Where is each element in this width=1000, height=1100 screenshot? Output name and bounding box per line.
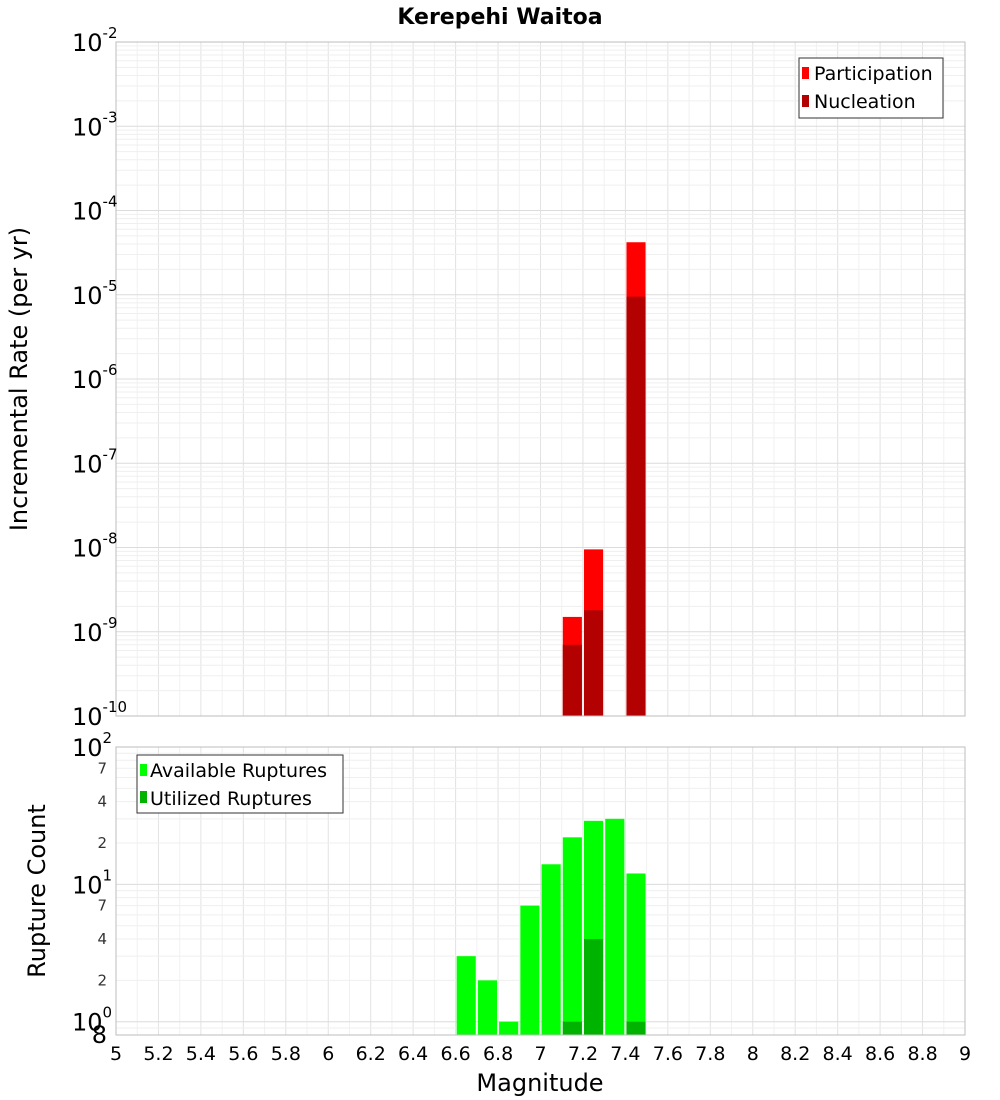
nucleation-bar [626,296,646,716]
x-axis-ticks: 5 5.2 5.4 5.6 5.8 6 6.2 6.4 6.6 6.8 7 7.2 7.4 7.6 7.8 8… [110,1043,971,1065]
x-tick-label: 8 [747,1043,759,1065]
legend-label-participation: Participation [814,63,933,85]
x-tick-label: 7.2 [568,1043,598,1065]
x-tick-label: 5.8 [271,1043,301,1065]
available-ruptures-bar [456,956,476,1035]
top-y-tick-label: 10-10 [72,698,127,731]
top-y-axis-label: Incremental Rate (per yr) [5,227,33,531]
top-y-tick-label: 10-5 [72,277,118,310]
top-y-tick-label: 10-8 [72,530,118,563]
top-legend: Participation Nucleation [798,57,944,119]
utilized-ruptures-bar [562,1021,582,1035]
top-y-tick-label: 10-6 [72,361,118,394]
bottom-legend-box [136,754,344,814]
top-panel-frame [115,41,966,717]
top-y-tick-label: 10-4 [72,193,118,226]
bottom-y-minor-tick-label: 4 [97,930,107,948]
bottom-y-minor-tick-label: 8 [92,1021,107,1049]
chart-title: Kerepehi Waitoa [397,5,602,30]
x-tick-label: 7.8 [695,1043,725,1065]
bottom-y-minor-tick-label: 7 [97,897,107,915]
nucleation-bar [562,644,582,716]
nucleation-bar [584,610,604,716]
available-ruptures-bar [499,1021,519,1035]
top-y-tick-label: 10-9 [72,614,118,647]
top-panel-y-ticks: 10-10 10-9 10-8 10-7 10-6 10-5 10-4 10-3 10-2 [72,24,127,731]
x-tick-label: 8.4 [823,1043,853,1065]
legend-swatch-participation [802,67,809,79]
legend-label-nucleation: Nucleation [814,91,916,113]
x-tick-label: 6 [322,1043,334,1065]
top-y-tick-label: 10-7 [72,445,118,478]
x-tick-label: 9 [959,1043,971,1065]
legend-swatch-available [140,764,147,776]
bottom-panel-frame [115,746,966,1036]
available-ruptures-bar [562,837,582,1035]
x-tick-label: 7 [534,1043,546,1065]
available-ruptures-bar [520,905,540,1035]
x-tick-label: 6.6 [440,1043,470,1065]
x-tick-label: 6.2 [356,1043,386,1065]
bottom-y-tick-label: 100 [72,1004,112,1037]
x-tick-label: 5.2 [143,1043,173,1065]
top-y-tick-label: 10-3 [72,108,118,141]
top-y-tick-label: 10-2 [72,24,118,57]
available-ruptures-bar [605,818,625,1035]
available-ruptures-bar [541,864,561,1035]
x-tick-label: 7.4 [610,1043,640,1065]
legend-label-utilized: Utilized Ruptures [150,788,312,810]
x-tick-label: 5 [110,1043,122,1065]
utilized-ruptures-bar [626,1021,646,1035]
x-tick-label: 8.8 [907,1043,937,1065]
bottom-panel-y-ticks: 100 101 102 8 2 4 7 2 4 7 [72,729,112,1049]
available-ruptures-bar [477,980,497,1035]
x-tick-label: 7.6 [653,1043,683,1065]
utilized-ruptures-bar [584,939,604,1035]
bottom-legend: Available Ruptures Utilized Ruptures [136,754,344,814]
bottom-y-minor-tick-label: 7 [97,759,107,777]
available-ruptures-bar [626,873,646,1035]
x-axis-label: Magnitude [476,1069,603,1097]
top-legend-box [798,57,944,119]
bottom-y-minor-tick-label: 2 [97,834,107,852]
x-tick-label: 8.2 [780,1043,810,1065]
bottom-y-minor-tick-label: 4 [97,793,107,811]
x-tick-label: 6.4 [398,1043,428,1065]
legend-swatch-nucleation [802,95,809,107]
x-tick-label: 5.4 [186,1043,216,1065]
x-tick-label: 6.8 [483,1043,513,1065]
bottom-y-tick-label: 101 [72,866,112,899]
top-panel-bars [562,242,646,716]
bottom-panel-bars [456,818,646,1035]
legend-label-available: Available Ruptures [150,760,327,782]
top-panel-gridlines [115,42,966,717]
bottom-y-minor-tick-label: 2 [97,971,107,989]
bottom-y-tick-label: 102 [72,729,112,762]
x-tick-label: 8.6 [865,1043,895,1065]
legend-swatch-utilized [140,791,147,803]
bottom-y-axis-label: Rupture Count [23,804,51,978]
x-tick-label: 5.6 [228,1043,258,1065]
